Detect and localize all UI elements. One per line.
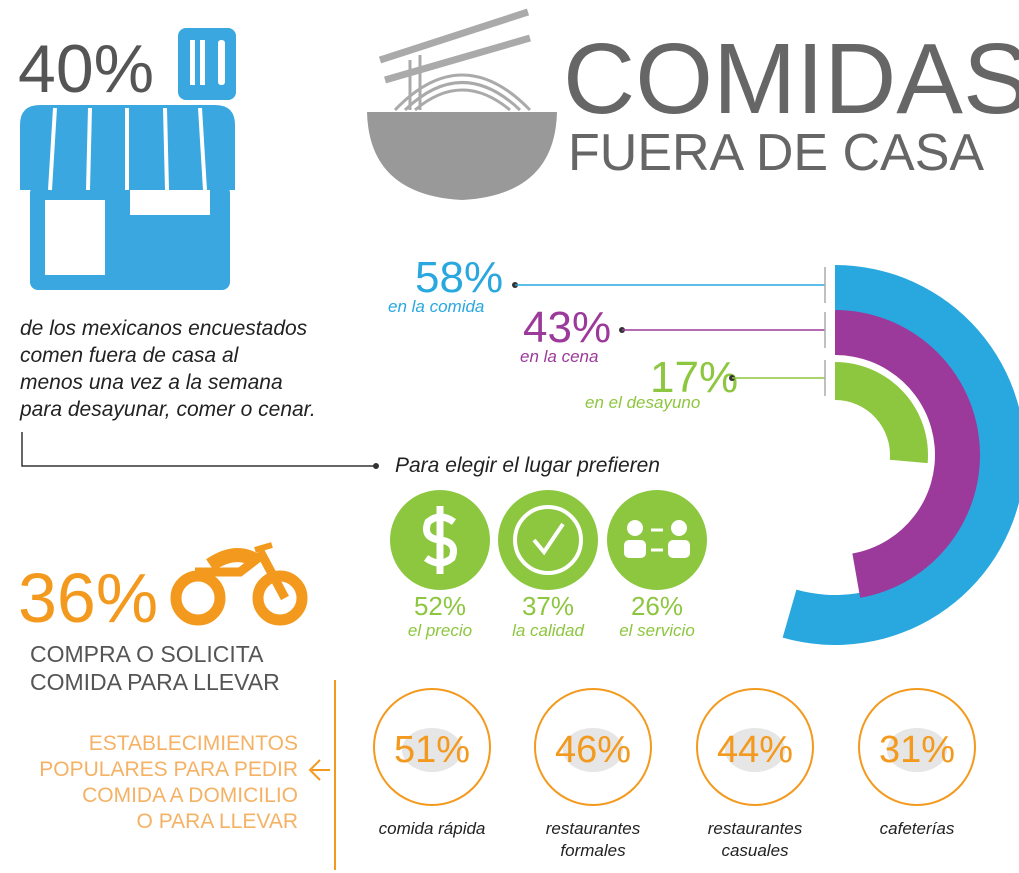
dollar-icon bbox=[423, 506, 457, 574]
est-circle bbox=[696, 688, 814, 806]
prefer-percent: 26% bbox=[631, 591, 683, 621]
est-label: casuales bbox=[721, 841, 789, 860]
title-line1: COMIDAS bbox=[563, 23, 1019, 135]
takeout-line: COMPRA O SOLICITA bbox=[30, 641, 264, 667]
store-icon bbox=[20, 28, 236, 290]
est-percent: 31% bbox=[879, 729, 955, 771]
est-title-line: POPULARES PARA PEDIR bbox=[39, 758, 298, 781]
prefer-label: el precio bbox=[408, 621, 472, 640]
est-icon bbox=[563, 728, 623, 772]
meal-percent: 43% bbox=[523, 303, 611, 352]
prefer-circle bbox=[498, 490, 598, 590]
est-title-line: ESTABLECIMIENTOS bbox=[89, 732, 298, 755]
arc bbox=[782, 265, 1019, 645]
meal-label: en la comida bbox=[388, 297, 484, 316]
title-line2: FUERA DE CASA bbox=[568, 124, 984, 182]
bowl-icon bbox=[367, 8, 557, 200]
est-label: restaurantes bbox=[546, 819, 641, 838]
description-line: de los mexicanos encuestados bbox=[20, 317, 308, 340]
est-label: restaurantes bbox=[708, 819, 803, 838]
prefer-percent: 52% bbox=[414, 591, 466, 621]
check-icon bbox=[532, 522, 565, 556]
est-label: formales bbox=[560, 841, 626, 860]
prefer-circle bbox=[607, 490, 707, 590]
prefer-label: el servicio bbox=[619, 621, 695, 640]
est-icon bbox=[725, 728, 785, 772]
arc bbox=[835, 310, 980, 598]
meal-percent: 58% bbox=[415, 253, 503, 302]
est-label: comida rápida bbox=[379, 819, 486, 838]
est-title-line: O PARA LLEVAR bbox=[137, 810, 298, 833]
check-ring bbox=[513, 505, 583, 575]
dot bbox=[373, 463, 379, 469]
takeout-line: COMIDA PARA LLEVAR bbox=[30, 669, 280, 695]
est-title-line: COMIDA A DOMICILIO bbox=[82, 784, 298, 807]
store-percent: 40% bbox=[18, 31, 154, 107]
est-percent: 44% bbox=[717, 729, 793, 771]
est-percent: 51% bbox=[394, 729, 470, 771]
person-body bbox=[668, 540, 690, 558]
est-circle bbox=[373, 688, 491, 806]
connector bbox=[21, 432, 374, 467]
arc bbox=[835, 362, 928, 464]
person-body bbox=[624, 540, 646, 558]
description-line: menos una vez a la semana bbox=[20, 371, 283, 394]
meal-label: en la cena bbox=[520, 347, 598, 366]
description-line: para desayunar, comer o cenar. bbox=[19, 398, 316, 421]
est-icon bbox=[402, 728, 462, 772]
prefer-percent: 37% bbox=[522, 591, 574, 621]
meal-percent: 17% bbox=[650, 353, 738, 402]
arrow bbox=[308, 759, 330, 781]
description-line: comen fuera de casa al bbox=[20, 344, 240, 367]
person-head bbox=[671, 520, 687, 536]
prefer-label: la calidad bbox=[512, 621, 584, 640]
est-icon bbox=[887, 728, 947, 772]
motorbike-icon bbox=[170, 542, 308, 626]
prefer-title: Para elegir el lugar prefieren bbox=[395, 454, 660, 477]
swap-icon bbox=[651, 528, 663, 552]
est-circle bbox=[534, 688, 652, 806]
takeout-percent: 36% bbox=[18, 559, 158, 637]
person-head bbox=[627, 520, 643, 536]
est-circle bbox=[858, 688, 976, 806]
meal-label: en el desayuno bbox=[585, 393, 700, 412]
est-percent: 46% bbox=[555, 729, 631, 771]
est-label: cafeterías bbox=[880, 819, 955, 838]
